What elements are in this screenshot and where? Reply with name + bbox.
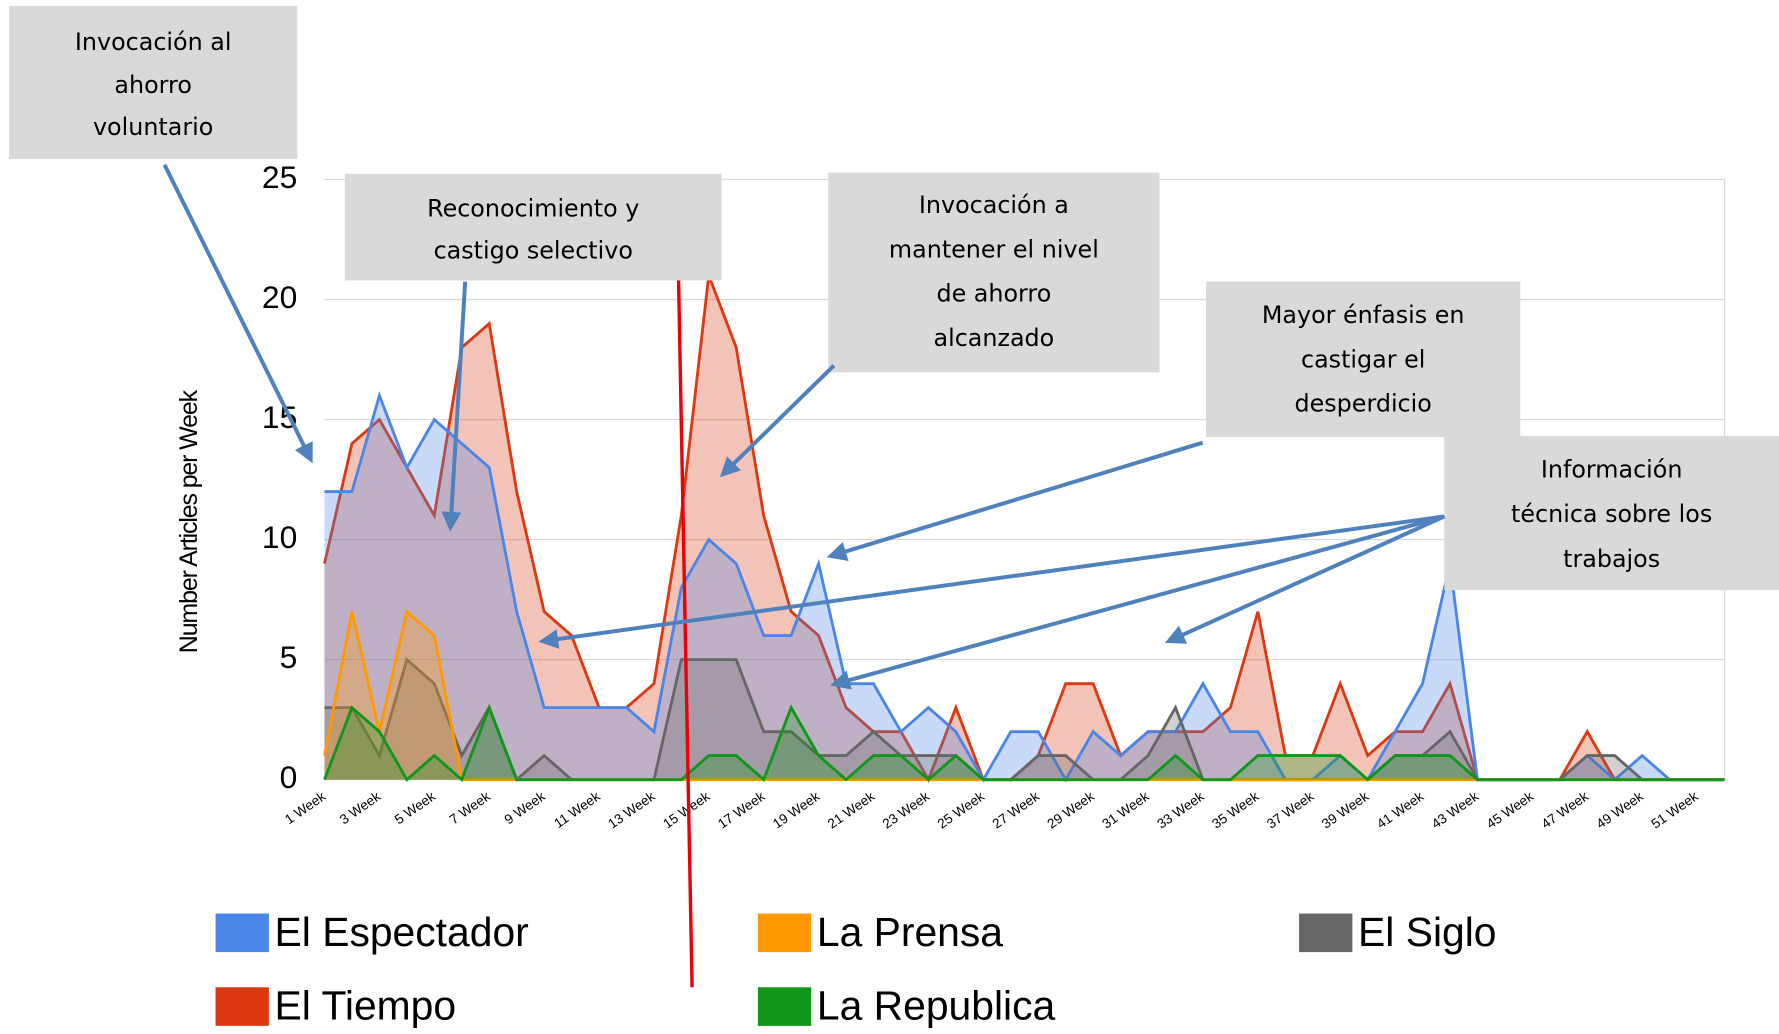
x-tick-label: 41 Week bbox=[1374, 789, 1427, 832]
annotation-text: Reconocimiento y bbox=[427, 195, 639, 223]
x-tick-label: 25 Week bbox=[935, 789, 988, 832]
annotation-text: Invocación al bbox=[75, 28, 232, 56]
x-tick-label: 27 Week bbox=[990, 789, 1043, 832]
annotation-text: trabajos bbox=[1563, 545, 1660, 573]
y-axis-label: Number Articles per Week bbox=[175, 389, 203, 653]
y-tick-label: 15 bbox=[262, 399, 297, 435]
x-tick-label: 19 Week bbox=[770, 789, 823, 832]
legend-label: La Republica bbox=[817, 983, 1056, 1029]
x-tick-label: 3 Week bbox=[337, 789, 383, 828]
legend-swatch bbox=[1299, 913, 1353, 953]
legend-swatch bbox=[215, 987, 269, 1026]
x-tick-label: 17 Week bbox=[715, 789, 768, 832]
annotation-arrow bbox=[826, 440, 1204, 562]
legend-label: El Siglo bbox=[1358, 909, 1496, 955]
annotation-text: mantener el nivel bbox=[889, 235, 1099, 263]
legend-label: El Tiempo bbox=[275, 983, 457, 1029]
y-tick-label: 0 bbox=[280, 759, 298, 795]
annotation-box bbox=[9, 5, 298, 160]
annotation-arrow bbox=[719, 364, 836, 478]
legend-swatch bbox=[215, 913, 269, 953]
annotation-arrow bbox=[1164, 514, 1446, 644]
annotation-text: castigar el bbox=[1301, 345, 1425, 373]
legend-label: El Espectador bbox=[275, 909, 529, 955]
annotation-arrow bbox=[162, 163, 313, 464]
annotation-text: alcanzado bbox=[933, 324, 1054, 352]
legend-swatch bbox=[757, 913, 812, 953]
area-fill bbox=[324, 275, 1725, 780]
x-tick-label: 35 Week bbox=[1209, 789, 1262, 832]
annotation-box bbox=[344, 173, 722, 281]
x-tick-label: 7 Week bbox=[447, 789, 493, 828]
y-tick-label: 25 bbox=[262, 159, 297, 195]
annotation-arrow bbox=[441, 281, 468, 532]
annotation-text: desperdicio bbox=[1295, 390, 1432, 418]
x-tick-label: 11 Week bbox=[551, 789, 603, 831]
x-tick-label: 21 Week bbox=[825, 789, 878, 832]
x-tick-label: 49 Week bbox=[1594, 789, 1647, 832]
red-marker-line bbox=[675, 215, 694, 988]
x-tick-label: 39 Week bbox=[1319, 789, 1372, 832]
annotation-text: Información bbox=[1541, 456, 1683, 484]
x-tick-label: 47 Week bbox=[1539, 789, 1592, 832]
x-tick-label: 15 Week bbox=[660, 789, 713, 832]
annotation-text: Invocación a bbox=[919, 191, 1069, 219]
annotation-text: castigo selectivo bbox=[434, 237, 633, 265]
x-tick-label: 45 Week bbox=[1484, 789, 1537, 832]
annotation-text: de ahorro bbox=[936, 280, 1051, 308]
x-tick-label: 51 Week bbox=[1648, 789, 1701, 832]
x-tick-label: 37 Week bbox=[1264, 789, 1317, 832]
annotation-box bbox=[828, 172, 1160, 373]
x-tick-label: 43 Week bbox=[1429, 789, 1482, 832]
x-tick-label: 33 Week bbox=[1154, 789, 1207, 832]
x-tick-label: 29 Week bbox=[1045, 789, 1098, 832]
annotation-text: Mayor énfasis en bbox=[1262, 301, 1465, 329]
y-tick-label: 10 bbox=[262, 519, 297, 555]
series-line bbox=[323, 703, 1725, 783]
legend-label: La Prensa bbox=[817, 909, 1003, 955]
x-tick-label: 31 Week bbox=[1099, 789, 1152, 832]
annotation-arrow bbox=[830, 514, 1445, 690]
x-tick-label: 9 Week bbox=[502, 789, 548, 828]
annotation-text: ahorro bbox=[114, 71, 191, 99]
x-tick-label: 23 Week bbox=[880, 789, 933, 832]
y-tick-label: 5 bbox=[280, 639, 298, 675]
legend-swatch bbox=[757, 987, 812, 1026]
x-tick-label: 13 Week bbox=[605, 789, 658, 832]
annotation-text: técnica sobre los bbox=[1511, 500, 1712, 528]
y-tick-label: 20 bbox=[262, 279, 297, 315]
annotation-box bbox=[1206, 281, 1521, 438]
annotation-box bbox=[1444, 435, 1779, 591]
annotation-arrow bbox=[538, 514, 1445, 649]
annotation-text: voluntario bbox=[93, 113, 213, 141]
x-tick-label: 5 Week bbox=[392, 789, 438, 828]
